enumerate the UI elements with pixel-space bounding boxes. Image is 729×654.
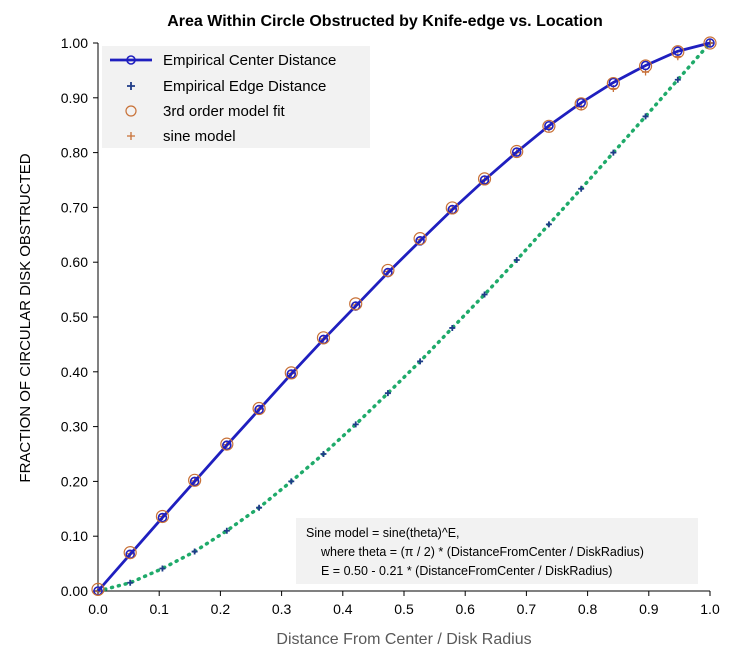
x-tick-label: 1.0 bbox=[700, 601, 720, 617]
x-tick-label: 0.5 bbox=[394, 601, 414, 617]
note-line: where theta = (π / 2) * (DistanceFromCen… bbox=[320, 545, 644, 559]
center-distance-point bbox=[640, 60, 651, 71]
center-distance-point bbox=[511, 147, 522, 157]
model-fit-point bbox=[349, 297, 363, 311]
legend-box bbox=[102, 46, 370, 148]
center-distance-point bbox=[222, 440, 232, 451]
model-fit-point bbox=[638, 59, 653, 73]
edge-distance-point bbox=[256, 504, 263, 511]
legend-fit-swatch bbox=[125, 105, 137, 117]
edge-distance-point bbox=[674, 76, 681, 83]
note-box-background bbox=[296, 518, 698, 584]
chart-title: Area Within Circle Obstructed by Knife-e… bbox=[167, 13, 602, 30]
model-fit-point bbox=[381, 263, 395, 278]
legend: Empirical Center Distance Empirical Edge … bbox=[102, 46, 370, 148]
edge-distance-point bbox=[513, 257, 520, 264]
y-tick-label: 0.30 bbox=[61, 419, 88, 435]
model-fit-point bbox=[510, 144, 524, 159]
edge-distance-point bbox=[191, 548, 198, 555]
center-distance-point bbox=[673, 46, 683, 57]
model-fit-point bbox=[91, 582, 105, 596]
model-fit-point bbox=[316, 331, 331, 345]
y-tick-label: 0.10 bbox=[61, 528, 88, 544]
model-fit-point bbox=[574, 97, 588, 111]
center-distance-point bbox=[705, 38, 715, 48]
y-tick-label: 0.70 bbox=[61, 199, 88, 215]
x-tick-label: 0.3 bbox=[272, 601, 292, 617]
x-tick-label: 0.4 bbox=[333, 601, 353, 617]
center-distance-point bbox=[157, 512, 168, 523]
edge-distance-point bbox=[384, 390, 391, 397]
model-fit-point bbox=[477, 172, 492, 186]
x-tick-label: 0.1 bbox=[149, 601, 169, 617]
legend-label-center: Empirical Center Distance bbox=[163, 52, 336, 69]
x-tick-label: 0.8 bbox=[578, 601, 598, 617]
model-fit-point bbox=[252, 401, 266, 416]
center-distance-point bbox=[189, 476, 200, 487]
model-fit-point bbox=[188, 473, 202, 487]
legend-label-sine: sine model bbox=[163, 128, 236, 145]
legend-edge-swatch bbox=[127, 82, 135, 90]
y-tick-label: 0.40 bbox=[61, 364, 88, 380]
edge-distance-point bbox=[449, 324, 456, 331]
edge-distance-point bbox=[481, 291, 488, 298]
legend-sine-swatch bbox=[127, 132, 135, 140]
edge-distance-point bbox=[127, 579, 134, 586]
model-fit-point bbox=[542, 119, 556, 133]
edge-distance-point bbox=[610, 149, 617, 156]
edge-distance-point bbox=[545, 221, 552, 228]
edge-distance-point bbox=[578, 185, 585, 192]
y-axis-title: FRACTION OF CIRCULAR DISK OBSTRUCTED bbox=[17, 153, 34, 482]
series-layer bbox=[91, 36, 717, 596]
y-tick-label: 0.80 bbox=[61, 145, 88, 161]
x-tick-label: 0.0 bbox=[88, 601, 108, 617]
model-fit-point bbox=[284, 366, 298, 380]
model-fit-point bbox=[123, 546, 137, 560]
note-line: E = 0.50 - 0.21 * (DistanceFromCenter / … bbox=[321, 564, 612, 578]
legend-label-edge: Empirical Edge Distance bbox=[163, 78, 326, 95]
center-distance-point bbox=[544, 120, 554, 131]
center-distance-point bbox=[479, 175, 490, 185]
x-tick-label: 0.2 bbox=[211, 601, 231, 617]
edge-distance-point bbox=[320, 451, 327, 457]
edge-distance-point bbox=[417, 358, 424, 365]
y-tick-label: 0.00 bbox=[61, 583, 88, 599]
center-distance-point bbox=[254, 404, 264, 415]
y-tick-label: 0.20 bbox=[61, 473, 88, 489]
x-tick-label: 0.6 bbox=[455, 601, 475, 617]
model-fit-point bbox=[220, 437, 234, 451]
center-distance-point bbox=[286, 369, 297, 379]
y-tick-label: 0.90 bbox=[61, 90, 88, 106]
model-fit-point bbox=[703, 36, 717, 50]
y-axis-ticks: 0.00 0.10 0.20 0.30 0.40 0.50 0.60 0.70 0.80 0.90… bbox=[61, 35, 98, 599]
edge-distance-point bbox=[642, 113, 649, 120]
y-tick-label: 0.50 bbox=[61, 309, 88, 325]
model-fit-point bbox=[445, 201, 459, 215]
x-axis-ticks: 0.0 0.1 0.2 0.3 0.4 0.5 0.6 0.7 0.8 0.9 1.0 bbox=[88, 591, 720, 617]
edge-distance-point bbox=[288, 478, 295, 485]
legend-center-marker-swatch bbox=[126, 55, 136, 65]
model-fit-point bbox=[606, 76, 620, 91]
center-distance-point bbox=[576, 97, 586, 108]
edge-distance-point bbox=[159, 565, 166, 572]
x-tick-label: 0.9 bbox=[639, 601, 659, 617]
edge-distance-line bbox=[96, 41, 712, 593]
note-line: Sine model = sine(theta)^E, bbox=[306, 526, 460, 540]
y-tick-label: 0.60 bbox=[61, 254, 88, 270]
model-note: Sine model = sine(theta)^E, where theta =… bbox=[296, 518, 698, 584]
y-tick-label: 1.00 bbox=[61, 35, 88, 51]
model-fit-point bbox=[671, 45, 685, 59]
model-fit-point bbox=[413, 232, 427, 246]
model-fit-point bbox=[155, 509, 170, 524]
legend-label-fit: 3rd order model fit bbox=[163, 103, 286, 120]
center-distance-point bbox=[608, 77, 619, 88]
edge-distance-point bbox=[352, 421, 359, 428]
x-tick-label: 0.7 bbox=[517, 601, 537, 617]
x-axis-title: Distance From Center / Disk Radius bbox=[276, 631, 531, 648]
edge-distance-point bbox=[223, 527, 230, 534]
